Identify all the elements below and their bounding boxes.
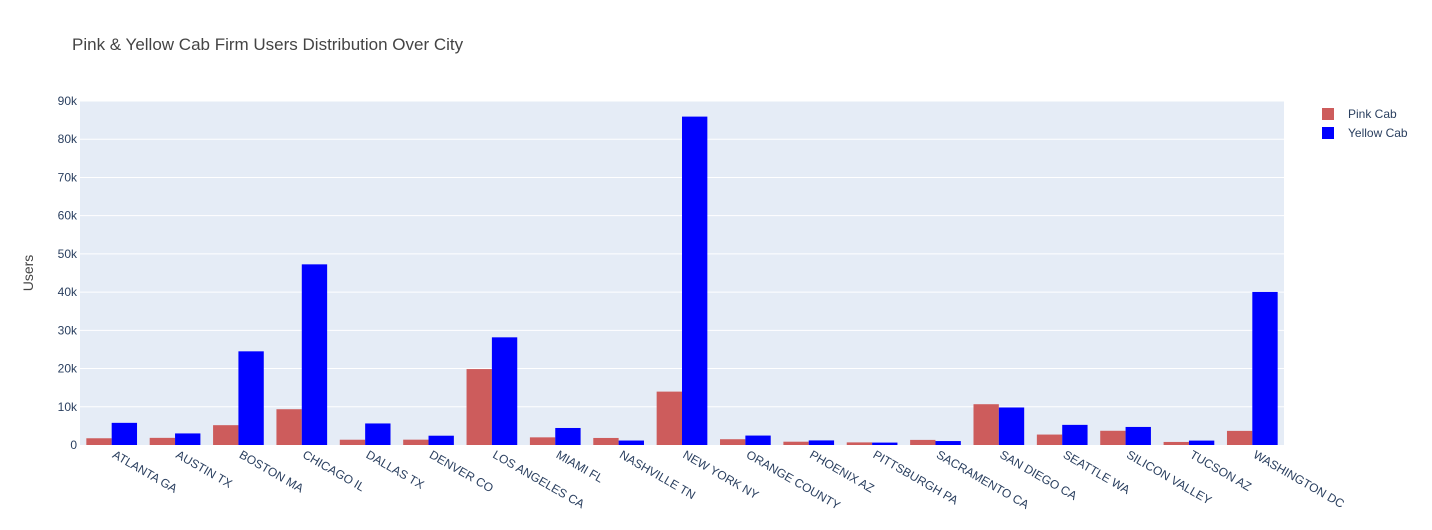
y-tick-label: 60k	[58, 209, 78, 223]
bar-yellow-cab-nashville-tn[interactable]	[618, 440, 644, 445]
bar-yellow-cab-seattle-wa[interactable]	[1062, 424, 1088, 445]
y-axis-ticks: 0 10k 20k 30k 40k 50k 60k 70k 80k 90k	[58, 94, 78, 452]
chart-title: Pink & Yellow Cab Firm Users Distributio…	[72, 35, 464, 54]
y-tick-label: 80k	[58, 132, 78, 146]
y-axis-label: Users	[20, 255, 36, 292]
bar-pink-cab-dallas-tx[interactable]	[339, 439, 366, 445]
legend-swatch-pink-cab[interactable]	[1322, 108, 1334, 120]
bar-yellow-cab-atlanta-ga[interactable]	[111, 422, 138, 445]
bar-pink-cab-los-angeles-ca[interactable]	[466, 369, 492, 445]
x-tick-label: BOSTON MA	[237, 447, 306, 495]
x-tick-label: WASHINGTON DC	[1251, 447, 1347, 511]
x-tick-label: MIAMI FL	[554, 447, 606, 485]
bar-pink-cab-san-diego-ca[interactable]	[973, 404, 999, 445]
bar-pink-cab-pittsburgh-pa[interactable]	[846, 442, 873, 445]
bar-yellow-cab-tucson-az[interactable]	[1188, 440, 1215, 445]
bar-pink-cab-silicon-valley[interactable]	[1100, 430, 1126, 445]
bar-pink-cab-nashville-tn[interactable]	[593, 437, 619, 445]
bar-yellow-cab-miami-fl[interactable]	[555, 427, 581, 445]
y-tick-label: 30k	[58, 323, 78, 337]
bar-pink-cab-seattle-wa[interactable]	[1036, 434, 1063, 445]
bar-yellow-cab-boston-ma[interactable]	[238, 351, 264, 445]
bar-yellow-cab-orange-county[interactable]	[745, 435, 771, 445]
y-tick-label: 50k	[58, 247, 78, 261]
bar-pink-cab-boston-ma[interactable]	[213, 425, 239, 445]
bar-pink-cab-atlanta-ga[interactable]	[86, 438, 112, 445]
y-tick-label: 10k	[58, 400, 78, 414]
legend-label[interactable]: Pink Cab	[1348, 107, 1397, 121]
bar-pink-cab-new-york-ny[interactable]	[656, 391, 682, 445]
bar-pink-cab-washington-dc[interactable]	[1226, 430, 1253, 445]
bar-yellow-cab-sacramento-ca[interactable]	[935, 441, 961, 445]
bar-yellow-cab-chicago-il[interactable]	[301, 264, 328, 445]
bar-pink-cab-phoenix-az[interactable]	[783, 441, 809, 445]
bar-yellow-cab-los-angeles-ca[interactable]	[491, 337, 518, 445]
x-tick-label: AUSTIN TX	[174, 447, 235, 490]
x-tick-label: DENVER CO	[427, 447, 496, 495]
legend[interactable]: Pink Cab Yellow Cab	[1322, 107, 1408, 140]
bar-pink-cab-denver-co[interactable]	[403, 439, 429, 445]
bar-yellow-cab-phoenix-az[interactable]	[808, 440, 835, 445]
bar-pink-cab-sacramento-ca[interactable]	[910, 439, 936, 445]
legend-swatch-yellow-cab[interactable]	[1322, 127, 1334, 139]
bar-yellow-cab-dallas-tx[interactable]	[365, 423, 391, 445]
bar-pink-cab-miami-fl[interactable]	[529, 437, 556, 445]
y-tick-label: 70k	[58, 170, 78, 184]
bar-yellow-cab-san-diego-ca[interactable]	[998, 407, 1025, 445]
bar-pink-cab-orange-county[interactable]	[720, 439, 746, 445]
bar-yellow-cab-washington-dc[interactable]	[1252, 291, 1278, 445]
bar-yellow-cab-pittsburgh-pa[interactable]	[872, 442, 898, 445]
legend-label[interactable]: Yellow Cab	[1348, 126, 1408, 140]
bars[interactable]	[86, 116, 1278, 446]
x-tick-label: DALLAS TX	[364, 447, 427, 491]
bar-pink-cab-austin-tx[interactable]	[149, 437, 176, 445]
x-tick-label: CHICAGO IL	[300, 447, 367, 494]
bar-yellow-cab-new-york-ny[interactable]	[682, 116, 708, 446]
bar-yellow-cab-denver-co[interactable]	[428, 435, 454, 445]
bar-yellow-cab-silicon-valley[interactable]	[1125, 426, 1151, 445]
y-tick-label: 40k	[58, 285, 78, 299]
x-tick-label: ATLANTA GA	[110, 447, 180, 495]
y-tick-label: 90k	[58, 94, 78, 108]
y-tick-label: 20k	[58, 362, 78, 376]
y-tick-label: 0	[70, 438, 77, 452]
bar-yellow-cab-austin-tx[interactable]	[175, 433, 201, 445]
bar-pink-cab-chicago-il[interactable]	[276, 409, 302, 445]
bar-pink-cab-tucson-az[interactable]	[1163, 441, 1189, 445]
